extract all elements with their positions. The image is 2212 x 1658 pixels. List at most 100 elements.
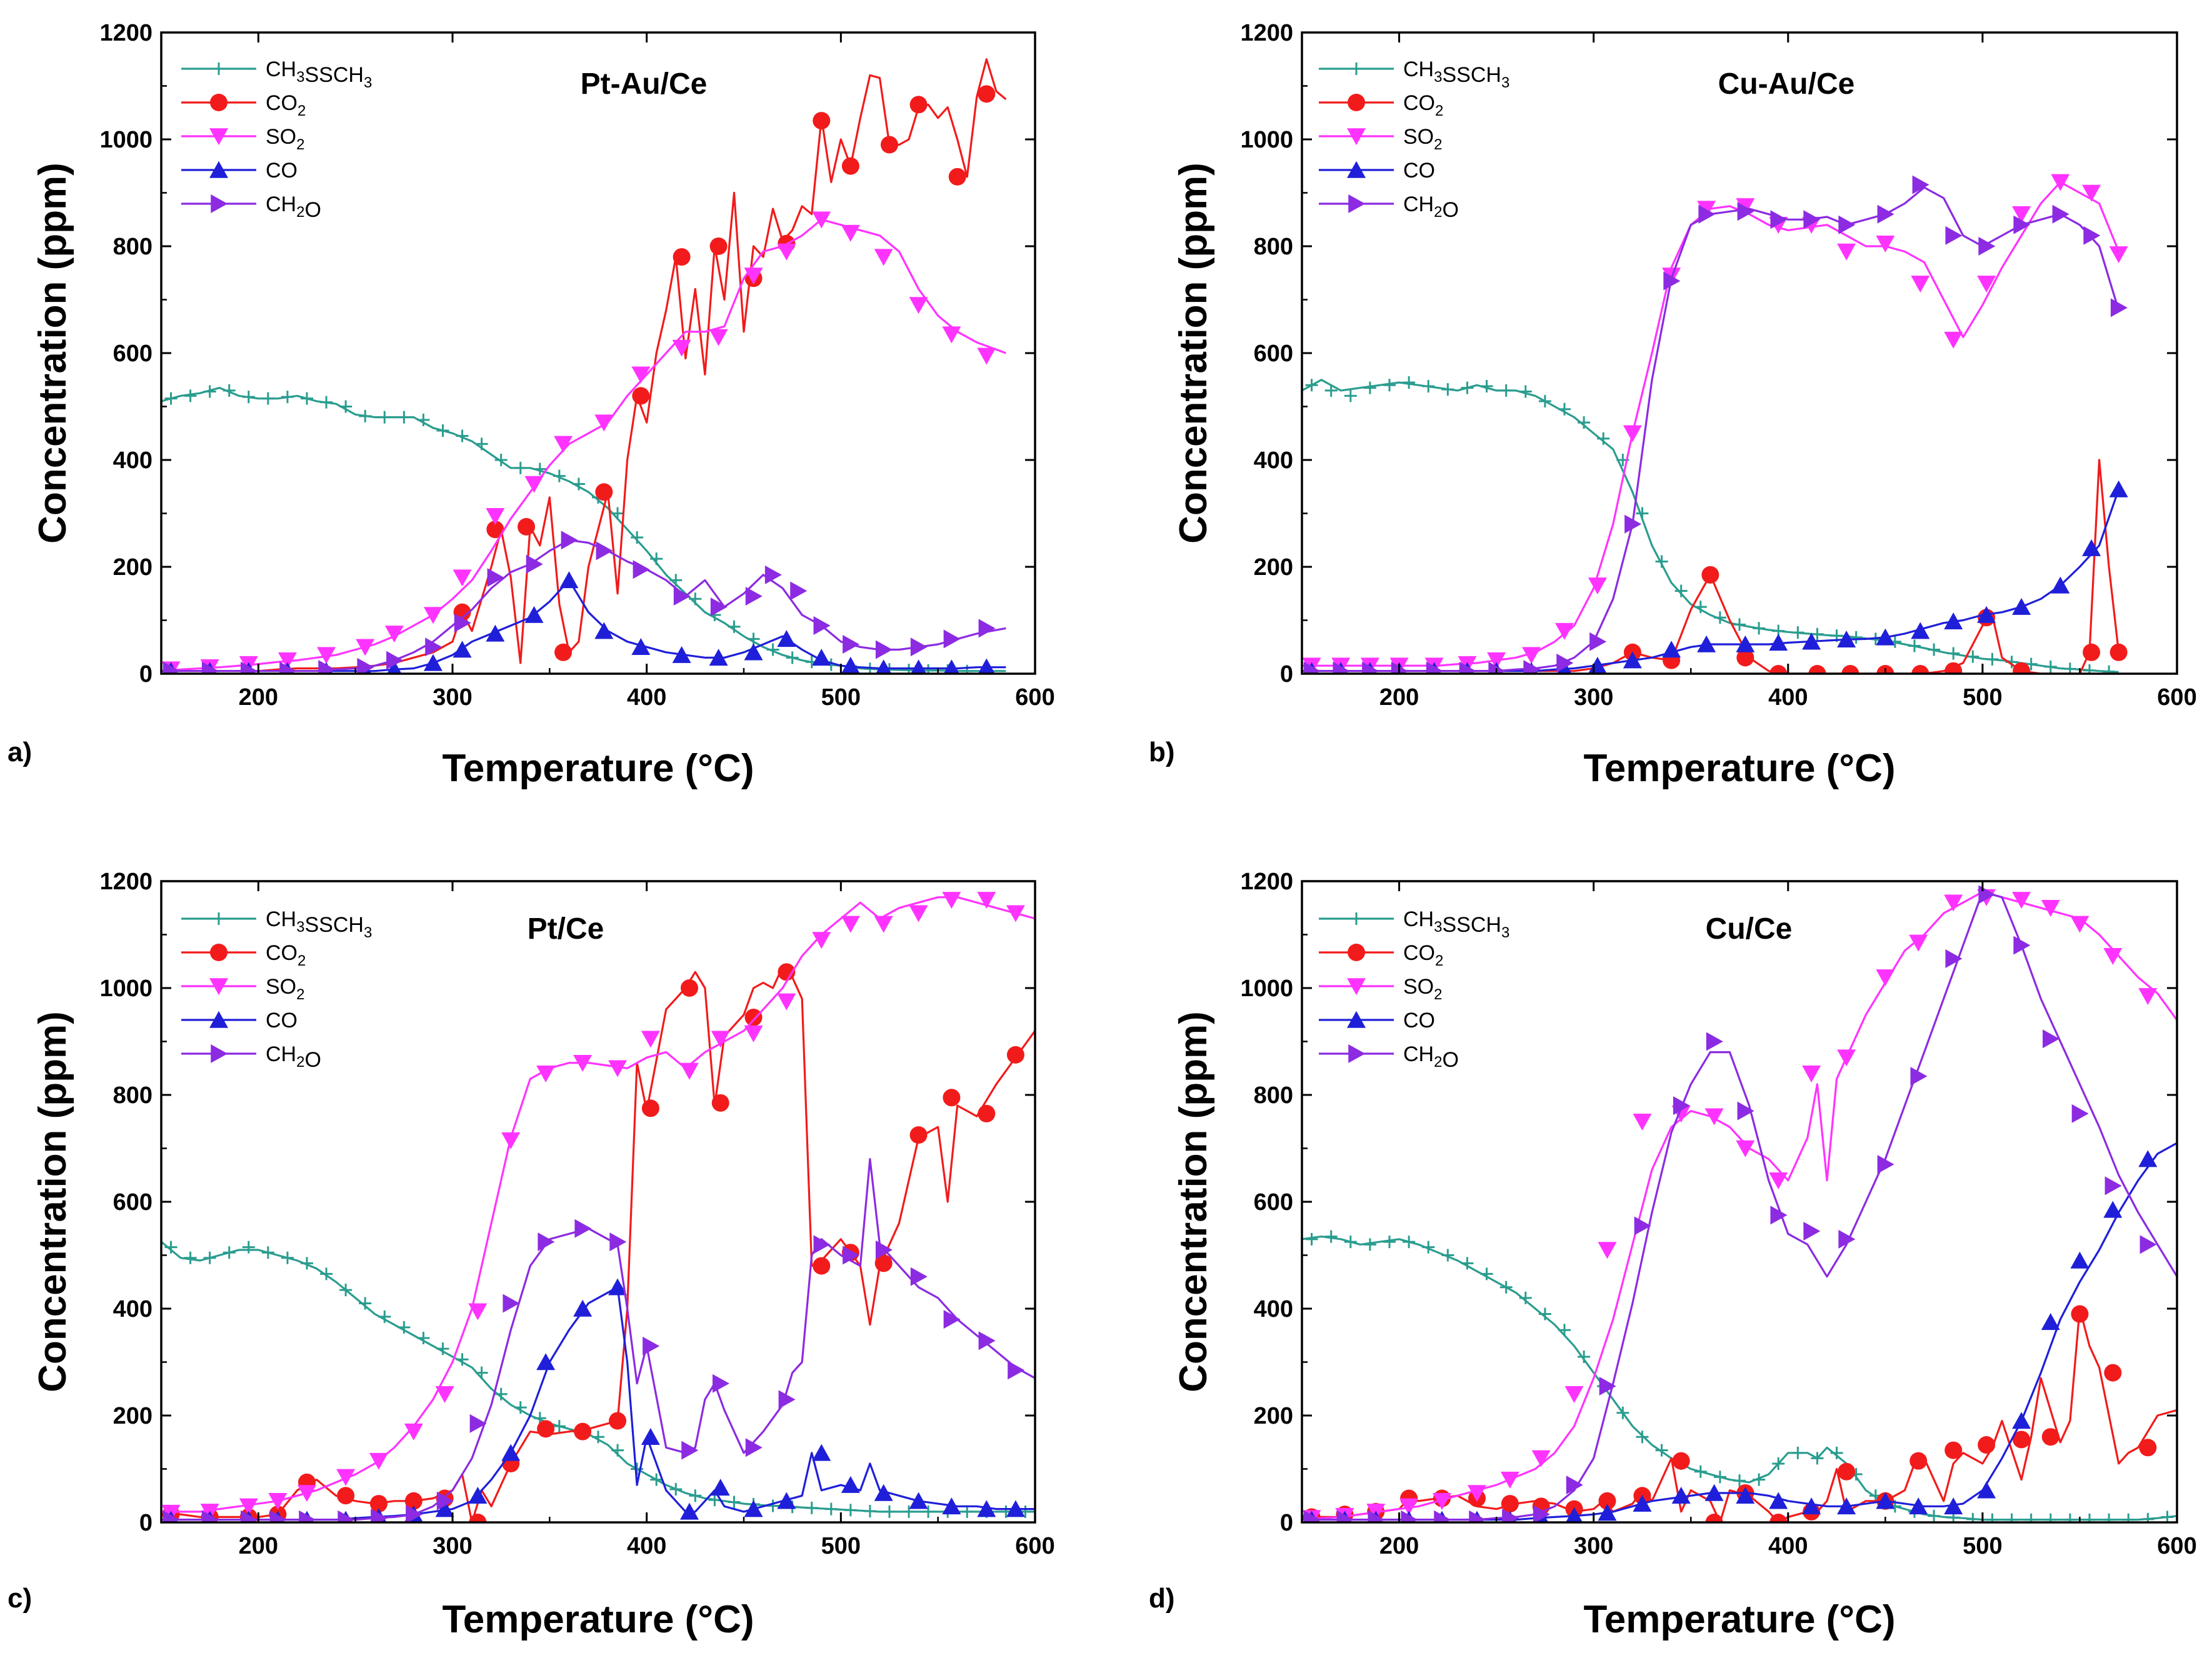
data-point-ch2o (338, 1510, 355, 1522)
data-point-so2 (777, 243, 796, 261)
data-point-so2 (812, 932, 831, 949)
data-point-co (942, 1497, 961, 1515)
data-point-ch3ssch3 (494, 1387, 508, 1401)
data-point-ch3ssch3 (475, 437, 488, 451)
data-point-ch2o (241, 1510, 258, 1522)
data-point-ch3ssch3 (514, 1401, 527, 1414)
y-axis-label: Concentration (ppm) (31, 162, 74, 544)
data-point-ch2o (813, 1235, 831, 1254)
data-point-ch3ssch3 (242, 391, 255, 404)
data-point-co (2103, 1201, 2123, 1218)
data-point-so2 (711, 1031, 730, 1048)
data-point-ch3ssch3 (223, 384, 236, 397)
legend-item-ch2o: CH2O (181, 1042, 321, 1072)
data-point-ch2o (1426, 661, 1443, 674)
legend-label: CH2O (1403, 192, 1459, 222)
data-point-ch3ssch3 (1519, 385, 1532, 398)
data-point-co (876, 659, 892, 674)
legend-marker (209, 128, 228, 146)
data-point-ch3ssch3 (475, 1366, 488, 1379)
data-point-co (1736, 1487, 1755, 1504)
data-point-ch2o (2043, 1029, 2060, 1049)
data-point-ch3ssch3 (961, 1505, 974, 1518)
data-point-co2 (1769, 665, 1788, 674)
legend-item-ch3ssch3: CH3SSCH3 (1319, 57, 1509, 91)
data-point-ch2o (2110, 298, 2128, 317)
y-tick-label: 200 (1254, 1403, 1293, 1429)
data-point-ch3ssch3 (339, 400, 353, 413)
y-tick-label: 1200 (99, 869, 153, 895)
data-point-ch3ssch3 (164, 1241, 178, 1254)
x-tick-label: 300 (433, 1533, 472, 1559)
legend-marker (1350, 912, 1363, 925)
data-point-ch3ssch3 (1383, 1236, 1396, 1249)
data-point-ch3ssch3 (2024, 1513, 2038, 1522)
legend-label: SO2 (1403, 125, 1442, 153)
data-point-ch3ssch3 (2005, 1513, 2018, 1522)
data-point-co (874, 1484, 893, 1501)
data-point-ch2o (1599, 1376, 1616, 1396)
panel-title: Pt-Au/Ce (581, 67, 708, 101)
data-point-ch2o (1978, 237, 1996, 256)
legend-label: CO2 (266, 91, 306, 119)
x-tick-label: 500 (1963, 1533, 2002, 1559)
data-point-co (435, 1500, 454, 1517)
x-tick-label: 600 (2157, 1533, 2196, 1559)
data-point-co (1802, 1497, 1821, 1515)
data-point-co2 (1501, 1495, 1519, 1513)
data-point-ch3ssch3 (2141, 1512, 2154, 1522)
legend-label: CO2 (1403, 91, 1443, 119)
data-point-so2 (1399, 1498, 1419, 1516)
data-point-co (608, 1278, 628, 1296)
series-line-ch3ssch3 (1302, 379, 2119, 673)
data-point-co (1565, 1507, 1583, 1522)
data-point-ch3ssch3 (1966, 1512, 1979, 1522)
data-point-ch2o (469, 1414, 487, 1433)
data-point-so2 (486, 508, 505, 526)
data-point-co (1671, 1487, 1691, 1504)
data-point-ch3ssch3 (747, 632, 760, 646)
data-point-ch3ssch3 (572, 477, 585, 491)
series-layer (1302, 885, 2177, 1522)
legend-label: SO2 (266, 975, 304, 1003)
data-point-co (536, 1353, 556, 1371)
data-point-ch3ssch3 (456, 429, 469, 442)
x-tick-label: 300 (1574, 684, 1613, 711)
data-point-ch3ssch3 (494, 454, 508, 466)
panel-a: 200 300 400 500 600 0 200 400 600 800 1000 1200 Temp… (8, 20, 1055, 790)
data-point-co (841, 1476, 860, 1493)
y-tick-label: 1200 (99, 20, 153, 46)
data-point-ch3ssch3 (203, 385, 216, 398)
data-point-so2 (1522, 647, 1541, 664)
panel-title: Pt/Ce (528, 912, 604, 946)
data-point-co2 (1838, 1462, 1856, 1481)
legend-item-ch2o: CH2O (1319, 1042, 1459, 1072)
data-point-so2 (1555, 622, 1574, 640)
data-point-co (594, 622, 614, 639)
data-point-ch3ssch3 (2024, 657, 2038, 671)
legend-label: CO2 (1403, 941, 1443, 969)
data-point-so2 (1909, 934, 1928, 952)
x-tick-label: 200 (1379, 1533, 1419, 1559)
data-point-co (1623, 651, 1642, 669)
data-point-ch3ssch3 (1558, 402, 1571, 416)
data-point-ch2o (2104, 1176, 2122, 1196)
data-point-ch3ssch3 (1928, 1509, 1941, 1522)
series-layer (161, 892, 1035, 1522)
data-point-ch3ssch3 (261, 392, 274, 405)
data-point-so2 (524, 476, 544, 493)
data-point-co (1876, 628, 1895, 646)
data-point-co2 (681, 979, 699, 997)
x-tick-label: 500 (1963, 684, 2002, 711)
data-point-co (812, 1444, 831, 1461)
data-point-so2 (1564, 1386, 1584, 1404)
legend-item-ch2o: CH2O (1319, 192, 1459, 222)
data-point-co2 (841, 157, 859, 175)
data-point-co (573, 1299, 593, 1317)
data-point-co2 (2013, 1431, 2031, 1449)
data-point-co (978, 658, 995, 674)
data-point-ch3ssch3 (359, 409, 372, 422)
panel-label: b) (1149, 737, 1175, 767)
data-point-ch3ssch3 (223, 1246, 236, 1259)
y-tick-label: 400 (113, 447, 153, 474)
